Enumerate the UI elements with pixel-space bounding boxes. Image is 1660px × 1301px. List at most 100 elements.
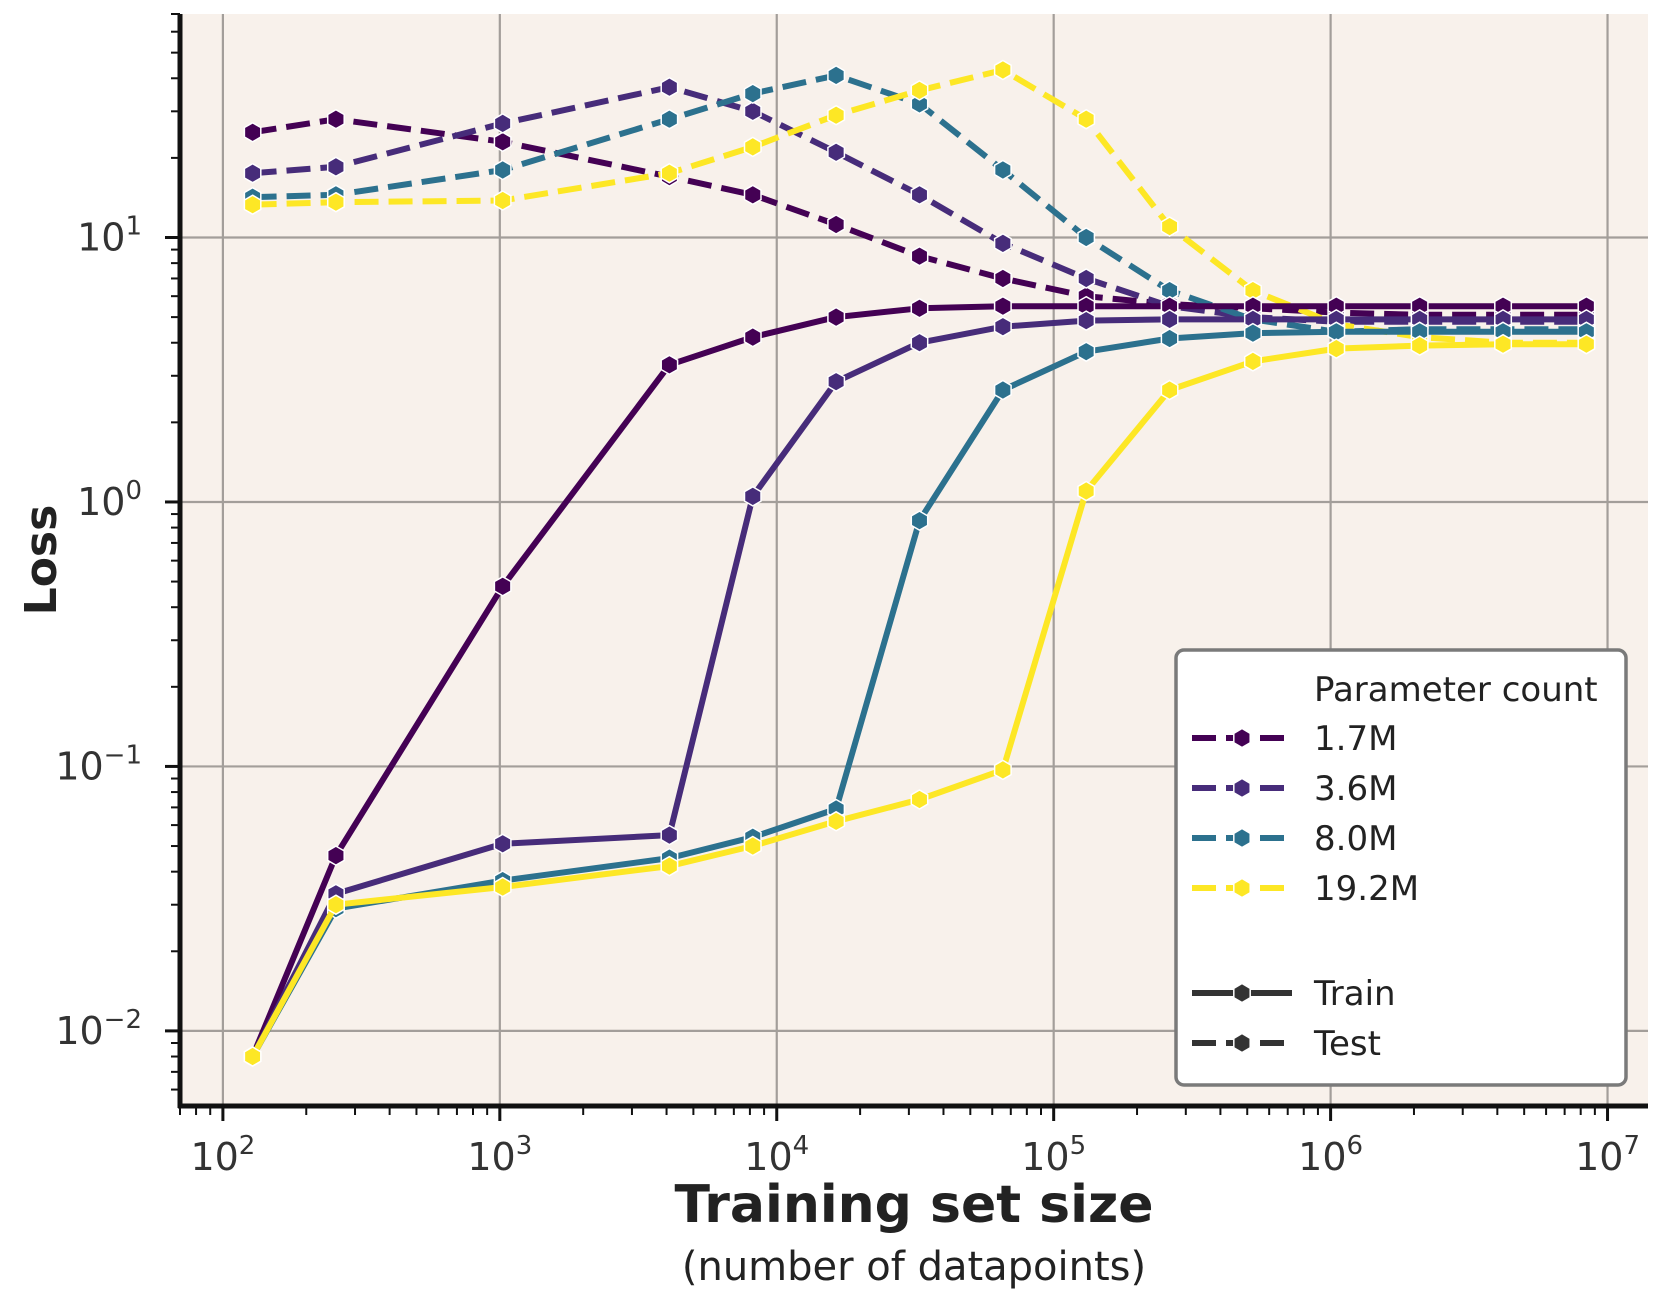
data-point [910, 510, 929, 531]
data-point [993, 759, 1012, 781]
legend-entry-1.7M: 1.7M [1192, 719, 1397, 759]
data-point [493, 113, 512, 134]
x-tick-label: 105 [1021, 1131, 1086, 1179]
data-point [1243, 351, 1262, 372]
y-tick-label: 101 [77, 211, 142, 259]
data-point [910, 332, 929, 354]
data-point [1494, 333, 1513, 355]
data-point [326, 845, 345, 866]
data-point [993, 233, 1012, 254]
legend-style-train: Train [1192, 974, 1396, 1014]
legend-label: Train [1313, 974, 1396, 1014]
data-point [1160, 309, 1179, 330]
data-point [993, 295, 1012, 317]
data-point [1077, 480, 1096, 502]
legend-style-marker [1233, 982, 1251, 1004]
data-point [743, 83, 762, 104]
y-ticks: 10−2 10−1 100 101 [55, 211, 180, 1053]
x-axis-label: Training set size [675, 1175, 1154, 1235]
y-tick-label: 10−1 [55, 740, 142, 788]
legend-entry-8.0M: 8.0M [1192, 819, 1397, 859]
legend-box [1174, 648, 1628, 1087]
data-point [493, 575, 512, 597]
data-point [993, 379, 1012, 401]
data-point [827, 371, 846, 393]
x-tick-label: 103 [467, 1131, 532, 1179]
data-point [1077, 341, 1096, 363]
data-point [1327, 338, 1346, 359]
data-point [1410, 335, 1429, 356]
data-point [827, 306, 846, 328]
data-point [1160, 216, 1179, 237]
data-point [660, 855, 679, 877]
series-19.2M-train [243, 333, 1596, 1067]
y-tick-label: 10−2 [55, 1005, 142, 1053]
legend-style-test: Test [1192, 1024, 1381, 1064]
data-point [243, 1046, 262, 1067]
legend-swatch-marker [1233, 727, 1251, 749]
minor-ticks [171, 13, 1596, 1115]
data-point [743, 136, 762, 158]
x-ticks: 102 103 104 105 106 107 [190, 1106, 1640, 1179]
legend-swatch-marker [1233, 777, 1251, 799]
legend-label: 8.0M [1314, 819, 1397, 859]
data-point [326, 156, 345, 178]
legend: Parameter count 1.7M 3.6M 8.0M 19.2M Train Te… [1174, 648, 1628, 1087]
x-tick-label: 104 [744, 1131, 809, 1179]
data-point [743, 326, 762, 348]
data-point [1160, 379, 1179, 401]
data-point [660, 824, 679, 846]
x-tick-label: 106 [1298, 1131, 1363, 1179]
data-point [1577, 333, 1596, 355]
legend-label: 1.7M [1314, 719, 1397, 759]
series-1.7M-train [243, 295, 1596, 1067]
data-point [493, 190, 512, 211]
legend-label: 19.2M [1314, 869, 1419, 909]
data-point [493, 131, 512, 153]
data-point [993, 268, 1012, 289]
series-layer [243, 59, 1596, 1067]
data-point [743, 835, 762, 857]
data-point [910, 80, 929, 101]
data-point [660, 108, 679, 130]
data-point [493, 876, 512, 898]
x-axis-sublabel: (number of datapoints) [682, 1244, 1146, 1290]
data-point [660, 354, 679, 376]
data-point [743, 100, 762, 122]
legend-label: Test [1313, 1024, 1381, 1064]
data-point [993, 159, 1012, 181]
legend-swatch-marker [1233, 827, 1251, 849]
x-tick-label: 102 [190, 1131, 255, 1179]
x-tick-label: 107 [1575, 1131, 1640, 1179]
data-point [326, 191, 345, 213]
legend-entry-3.6M: 3.6M [1192, 769, 1397, 809]
legend-entry-19.2M: 19.2M [1192, 869, 1419, 909]
data-point [243, 162, 262, 184]
data-point [827, 65, 846, 86]
data-point [827, 141, 846, 163]
data-point [743, 184, 762, 206]
data-point [243, 194, 262, 216]
data-point [493, 833, 512, 855]
data-point [1077, 227, 1096, 248]
data-point [493, 159, 512, 181]
y-axis-label: Loss [16, 505, 67, 616]
data-point [910, 93, 929, 115]
legend-title: Parameter count [1314, 670, 1598, 710]
data-point [1243, 322, 1262, 344]
legend-swatch-marker [1233, 877, 1251, 899]
data-point [743, 486, 762, 507]
data-point [660, 162, 679, 184]
data-point [993, 316, 1012, 338]
data-point [993, 59, 1012, 81]
data-point [910, 297, 929, 319]
y-tick-label: 100 [77, 476, 142, 524]
data-point [910, 245, 929, 267]
data-point [1077, 310, 1096, 331]
data-point [827, 810, 846, 832]
data-point [243, 121, 262, 143]
legend-style-marker [1233, 1032, 1251, 1054]
series-3.6M-train [243, 309, 1596, 1067]
legend-entries: 1.7M 3.6M 8.0M 19.2M Train Test [1192, 719, 1419, 1064]
